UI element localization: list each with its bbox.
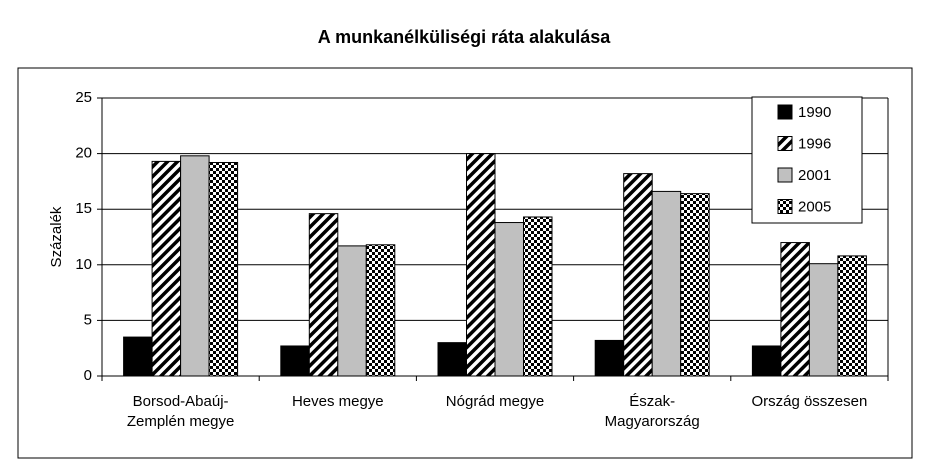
x-tick-label: Borsod-Abaúj-Zemplén megye — [127, 393, 235, 430]
bar — [594, 339, 625, 377]
legend-box — [751, 96, 863, 224]
legend-swatch — [777, 199, 793, 214]
bar — [365, 244, 396, 377]
bar — [208, 161, 239, 377]
x-tick-label: Nógrád megye — [446, 393, 544, 410]
legend-swatch — [777, 104, 793, 120]
y-tick-label: 25 — [75, 89, 92, 106]
bar — [751, 345, 782, 377]
y-tick-label: 5 — [84, 311, 92, 328]
bar — [651, 190, 682, 377]
legend-swatch — [777, 167, 793, 183]
x-tick-label: Ország összesen — [751, 393, 867, 410]
x-tick-label: Heves megye — [292, 393, 384, 410]
bar — [837, 255, 867, 377]
bar — [780, 242, 810, 377]
bar — [466, 153, 496, 377]
bar — [308, 213, 339, 377]
bar — [123, 336, 153, 377]
bar — [680, 193, 710, 377]
y-tick-label: 15 — [75, 200, 92, 217]
legend-label: 2001 — [798, 167, 831, 184]
bar — [437, 342, 467, 377]
bar — [151, 160, 182, 377]
y-tick-label: 0 — [84, 367, 92, 384]
y-tick-label: 20 — [75, 145, 92, 162]
chart-frame — [17, 67, 913, 459]
y-axis-label: Százalék — [48, 206, 65, 267]
legend-swatch — [777, 136, 793, 151]
bar — [494, 222, 524, 377]
legend-label: 1990 — [798, 104, 831, 121]
legend-label: 2005 — [798, 198, 831, 215]
bar — [280, 345, 310, 377]
bar — [623, 173, 653, 377]
legend-label: 1996 — [798, 135, 831, 152]
bar — [808, 263, 839, 377]
chart-title: A munkanélküliségi ráta alakulása — [318, 27, 611, 47]
bar — [337, 245, 367, 377]
x-tick-label: Észak-Magyarország — [605, 393, 700, 430]
bar — [180, 155, 210, 377]
y-tick-label: 10 — [75, 256, 92, 273]
bar — [523, 216, 553, 377]
